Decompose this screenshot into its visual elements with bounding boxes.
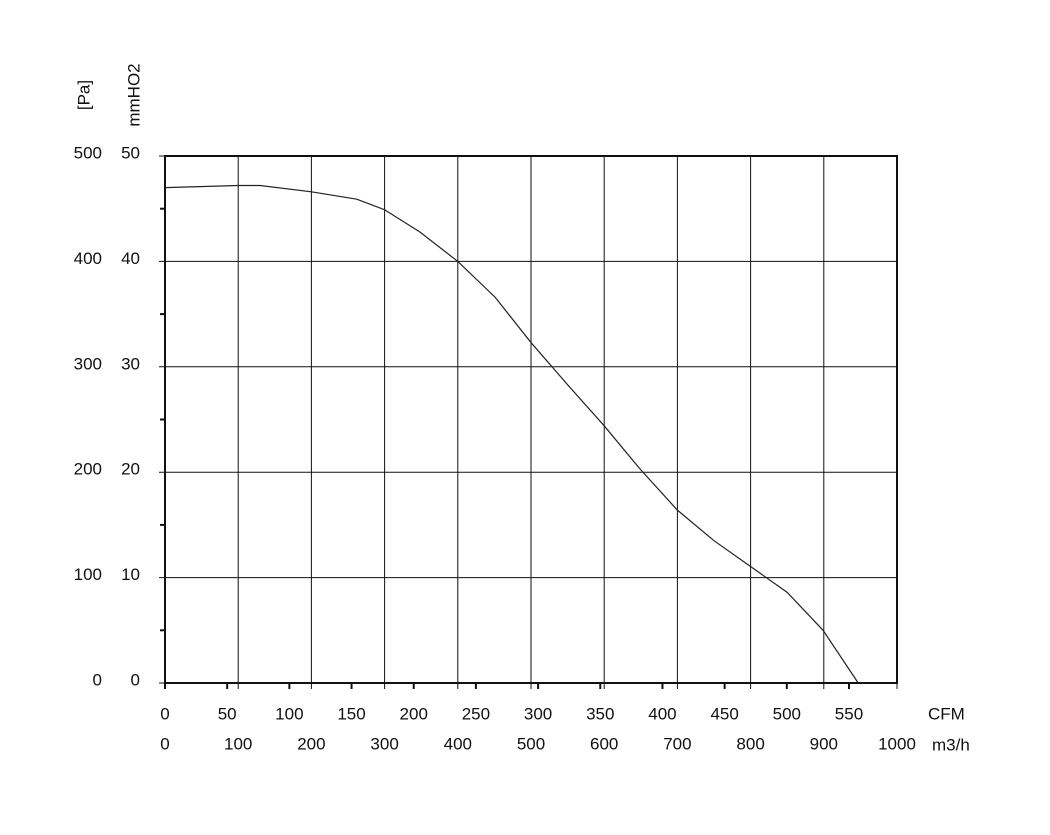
x2-tick-label: 400	[648, 704, 676, 723]
x-tick-label: 700	[663, 734, 691, 753]
x2-tick-label: 250	[462, 704, 490, 723]
x2-axis-label: CFM	[928, 704, 965, 723]
y2-axis-label: [Pa]	[74, 80, 93, 110]
y2-tick-label: 500	[74, 143, 102, 162]
x2-tick-label: 450	[710, 704, 738, 723]
x-axis-label: m3/h	[932, 735, 970, 754]
y-axis-label: mmHO2	[124, 63, 143, 126]
x2-tick-label: 350	[586, 704, 614, 723]
y-tick-label: 50	[121, 143, 140, 162]
x2-tick-label: 500	[773, 704, 801, 723]
x-tick-label: 500	[517, 734, 545, 753]
x-tick-label: 300	[370, 734, 398, 753]
x-tick-label: 400	[444, 734, 472, 753]
x-tick-label: 800	[736, 734, 764, 753]
x-tick-label: 200	[297, 734, 325, 753]
x2-tick-label: 0	[160, 704, 169, 723]
x2-tick-label: 200	[400, 704, 428, 723]
x2-tick-label: 150	[337, 704, 365, 723]
y2-tick-label: 100	[74, 565, 102, 584]
plot-frame	[164, 155, 898, 684]
x-tick-label: 0	[160, 734, 169, 753]
y2-tick-label: 400	[74, 249, 102, 268]
x2-tick-label: 50	[218, 704, 237, 723]
x-tick-label: 1000	[878, 734, 916, 753]
y2-tick-label: 300	[74, 354, 102, 373]
y-tick-label: 40	[121, 249, 140, 268]
x-tick-label: 100	[224, 734, 252, 753]
x-tick-label: 900	[810, 734, 838, 753]
y-tick-label: 10	[121, 565, 140, 584]
y2-tick-label: 0	[93, 670, 102, 689]
x2-tick-label: 300	[524, 704, 552, 723]
x2-tick-label: 100	[275, 704, 303, 723]
y-tick-label: 30	[121, 354, 140, 373]
y2-tick-label: 200	[74, 460, 102, 479]
data-line	[164, 184, 859, 684]
y-tick-label: 20	[121, 460, 140, 479]
y-tick-label: 0	[131, 670, 140, 689]
x2-tick-label: 550	[835, 704, 863, 723]
x-tick-label: 600	[590, 734, 618, 753]
